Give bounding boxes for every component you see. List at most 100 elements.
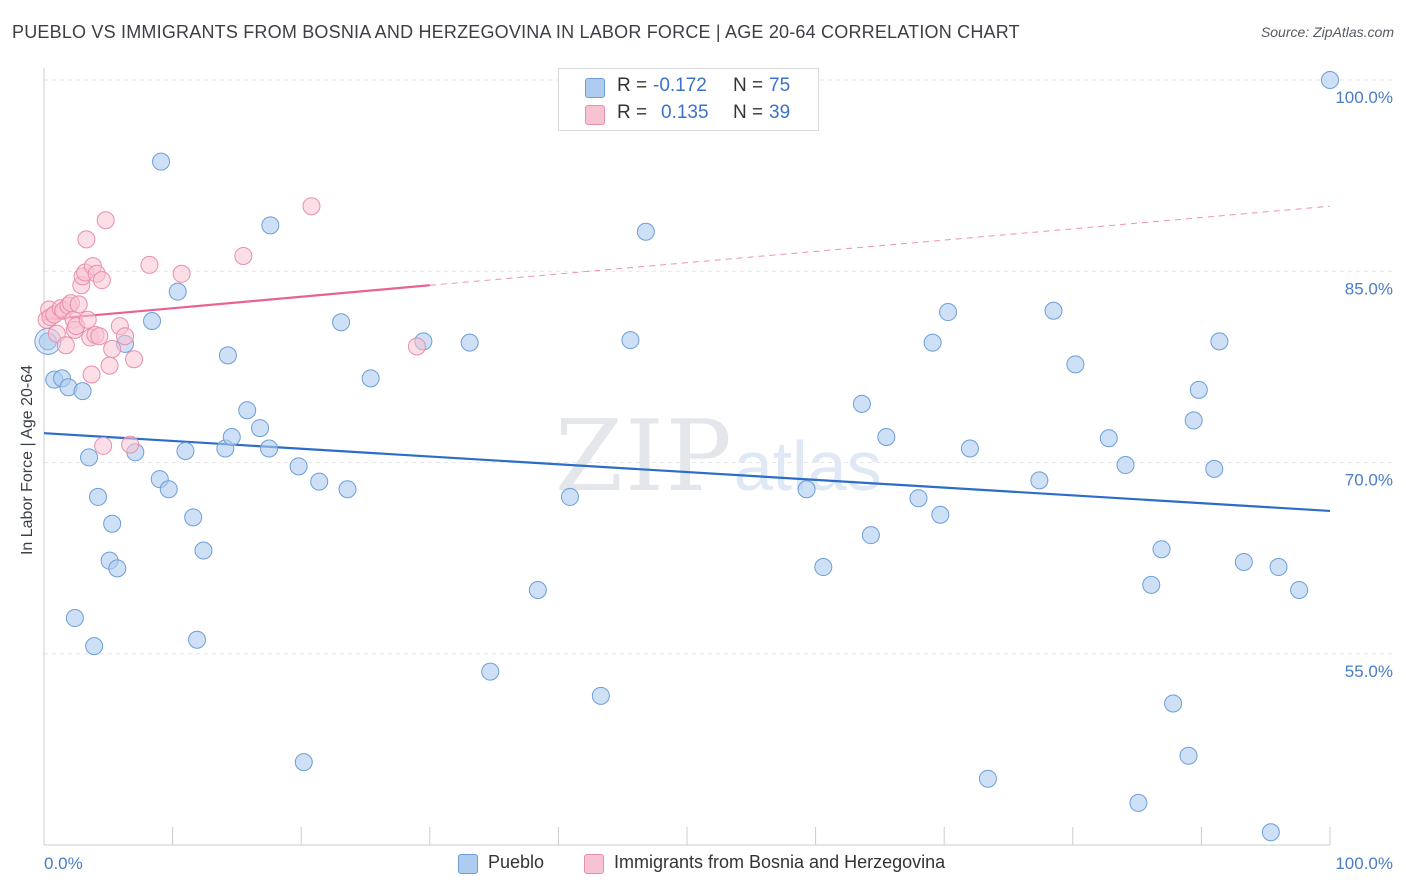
correlation-legend: R = -0.172 N = 75 R = 0.135 N = 39: [558, 68, 819, 131]
data-point-pueblo: [338, 480, 357, 499]
data-point-pueblo: [89, 487, 108, 506]
data-point-bosnia: [302, 197, 321, 216]
data-point-bosnia: [125, 350, 144, 369]
data-point-pueblo: [923, 333, 942, 352]
source-label: Source: ZipAtlas.com: [1260, 24, 1394, 40]
bottom-legend-label: Immigrants from Bosnia and Herzegovina: [614, 852, 946, 872]
data-point-pueblo: [1099, 429, 1118, 448]
data-point-pueblo: [939, 303, 958, 322]
data-point-pueblo: [218, 346, 237, 365]
data-point-pueblo: [814, 558, 833, 577]
y-tick-label: 100.0%: [1335, 88, 1393, 107]
data-point-bosnia: [121, 435, 140, 454]
legend-n-label: N =: [733, 75, 764, 96]
data-point-pueblo: [261, 216, 280, 235]
data-point-pueblo: [481, 662, 500, 681]
data-point-bosnia: [94, 436, 113, 455]
data-point-pueblo: [978, 769, 997, 788]
data-point-bosnia: [90, 327, 109, 346]
y-tick-label: 55.0%: [1345, 662, 1393, 681]
legend-r-label: R =: [617, 102, 648, 123]
data-point-bosnia: [96, 211, 115, 230]
legend-r-value: 0.135: [661, 102, 709, 123]
data-point-bosnia: [234, 246, 253, 265]
data-point-pueblo: [238, 401, 257, 420]
legend-r-value: -0.172: [653, 75, 707, 96]
x-tick-label: 100.0%: [1335, 854, 1393, 873]
axes: [43, 68, 1331, 846]
data-point-bosnia: [103, 340, 122, 359]
legend-n-value: 75: [769, 75, 791, 96]
data-point-pueblo: [1321, 71, 1339, 89]
data-point-pueblo: [931, 505, 950, 524]
trend-line-bosnia-extension: [429, 205, 1331, 286]
data-point-pueblo: [1179, 746, 1198, 765]
trend-line-pueblo: [43, 432, 1331, 513]
data-point-pueblo: [73, 382, 92, 401]
data-point-pueblo: [1030, 471, 1049, 490]
data-point-pueblo: [1261, 823, 1280, 842]
watermark: ZIPatlas: [555, 400, 882, 514]
watermark-main: ZIP: [555, 400, 734, 514]
data-point-pueblo: [80, 448, 99, 467]
data-point-pueblo: [909, 489, 928, 508]
series-pueblo-points: [34, 71, 1339, 842]
data-point-pueblo: [877, 428, 896, 446]
data-point-pueblo: [1164, 694, 1183, 713]
data-point-pueblo: [85, 637, 104, 656]
data-point-pueblo: [1234, 552, 1253, 571]
data-point-pueblo: [260, 439, 279, 458]
data-point-pueblo: [294, 753, 313, 772]
data-point-pueblo: [188, 630, 207, 649]
data-point-pueblo: [560, 487, 579, 506]
bottom-legend-label: Pueblo: [488, 852, 545, 872]
data-point-pueblo: [310, 472, 329, 491]
data-point-bosnia: [78, 310, 97, 329]
data-point-pueblo: [184, 508, 203, 527]
data-point-bosnia: [116, 327, 135, 346]
data-point-pueblo: [1205, 459, 1224, 478]
legend-swatch-pink: [585, 105, 605, 125]
data-point-bosnia: [100, 356, 119, 375]
data-point-pueblo: [1044, 301, 1063, 320]
data-point-pueblo: [1129, 793, 1148, 812]
data-point-pueblo: [194, 541, 213, 560]
data-point-pueblo: [591, 686, 610, 705]
data-point-pueblo: [1290, 581, 1309, 599]
legend-r-label: R =: [617, 75, 648, 96]
data-point-pueblo: [103, 514, 122, 533]
data-point-pueblo: [332, 313, 351, 332]
data-point-bosnia: [77, 230, 96, 249]
data-point-pueblo: [528, 581, 547, 599]
trend-lines: [43, 205, 1331, 513]
data-point-pueblo: [159, 480, 178, 499]
data-point-bosnia: [172, 264, 191, 283]
data-point-pueblo: [1184, 411, 1203, 430]
data-point-pueblo: [1189, 380, 1208, 399]
data-point-pueblo: [168, 282, 187, 301]
data-point-bosnia: [92, 271, 111, 290]
legend-n-value: 39: [769, 102, 791, 123]
data-point-bosnia: [69, 295, 88, 314]
bottom-legend-swatch-pink: [584, 854, 604, 874]
data-point-pueblo: [1066, 355, 1085, 374]
y-tick-label: 85.0%: [1345, 279, 1393, 298]
data-point-pueblo: [1210, 332, 1229, 351]
gridlines: [44, 79, 1394, 655]
data-point-pueblo: [861, 526, 880, 545]
data-point-pueblo: [1152, 540, 1171, 559]
data-point-pueblo: [222, 428, 241, 446]
data-point-bosnia: [407, 337, 426, 356]
y-tick-label: 70.0%: [1345, 471, 1393, 490]
data-point-pueblo: [251, 419, 270, 438]
data-point-pueblo: [1269, 558, 1288, 577]
data-point-pueblo: [289, 457, 308, 476]
data-point-pueblo: [797, 480, 816, 499]
data-point-bosnia: [56, 336, 75, 355]
data-point-pueblo: [1116, 456, 1135, 475]
series-bosnia-points: [37, 197, 426, 455]
data-point-pueblo: [460, 333, 479, 352]
data-point-pueblo: [1142, 575, 1161, 594]
data-point-pueblo: [108, 559, 127, 578]
